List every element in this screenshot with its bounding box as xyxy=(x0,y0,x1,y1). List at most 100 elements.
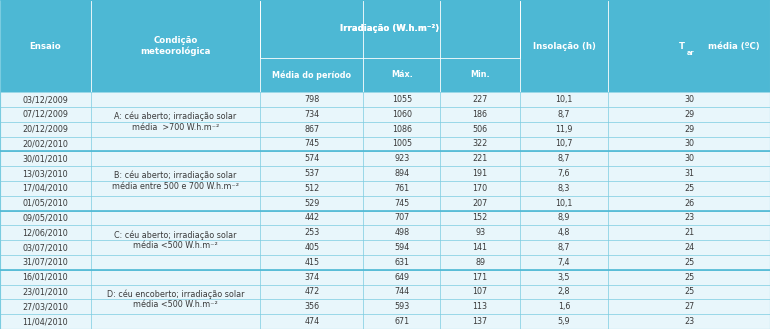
Text: 107: 107 xyxy=(473,288,487,296)
Text: 374: 374 xyxy=(304,273,320,282)
Text: Ensaio: Ensaio xyxy=(29,41,62,51)
Text: 442: 442 xyxy=(304,214,320,222)
Bar xyxy=(0,299,770,314)
Bar xyxy=(0,0,770,92)
Text: 649: 649 xyxy=(394,273,410,282)
Text: 27: 27 xyxy=(684,302,695,311)
Bar xyxy=(0,137,770,151)
Text: 21: 21 xyxy=(684,228,695,237)
Text: 11,9: 11,9 xyxy=(555,125,573,134)
Text: 29: 29 xyxy=(684,110,695,119)
Text: 23: 23 xyxy=(684,214,695,222)
Text: 415: 415 xyxy=(304,258,320,267)
Text: 923: 923 xyxy=(394,154,410,163)
Text: 745: 745 xyxy=(394,199,410,208)
Text: 8,7: 8,7 xyxy=(557,110,571,119)
Text: 4,8: 4,8 xyxy=(557,228,571,237)
Text: 29: 29 xyxy=(684,125,695,134)
Text: A: céu aberto; irradiação solar
média  >700 W.h.m⁻²: A: céu aberto; irradiação solar média >7… xyxy=(115,112,236,132)
Text: 20/12/2009: 20/12/2009 xyxy=(22,125,69,134)
Bar xyxy=(0,314,770,329)
Text: 23/01/2010: 23/01/2010 xyxy=(22,288,69,296)
Text: 761: 761 xyxy=(394,184,410,193)
Text: 25: 25 xyxy=(684,258,695,267)
Text: 16/01/2010: 16/01/2010 xyxy=(22,273,69,282)
Text: 5,9: 5,9 xyxy=(557,317,571,326)
Text: Condição
meteorológica: Condição meteorológica xyxy=(140,36,211,56)
Text: 27/03/2010: 27/03/2010 xyxy=(22,302,69,311)
Text: 574: 574 xyxy=(304,154,320,163)
Text: 7,4: 7,4 xyxy=(557,258,571,267)
Bar xyxy=(0,92,770,107)
Text: Máx.: Máx. xyxy=(391,70,413,79)
Text: 24: 24 xyxy=(684,243,695,252)
Text: 322: 322 xyxy=(473,139,487,148)
Text: 10,1: 10,1 xyxy=(555,95,573,104)
Text: 13/03/2010: 13/03/2010 xyxy=(22,169,69,178)
Text: 03/12/2009: 03/12/2009 xyxy=(22,95,69,104)
Text: 744: 744 xyxy=(394,288,410,296)
Text: 405: 405 xyxy=(304,243,320,252)
Text: 707: 707 xyxy=(394,214,410,222)
Bar xyxy=(0,285,770,299)
Bar xyxy=(0,270,770,285)
Bar xyxy=(0,240,770,255)
Text: 10,7: 10,7 xyxy=(555,139,573,148)
Text: 894: 894 xyxy=(394,169,410,178)
Text: 8,7: 8,7 xyxy=(557,243,571,252)
Text: 186: 186 xyxy=(473,110,487,119)
Text: 529: 529 xyxy=(304,199,320,208)
Text: 17/04/2010: 17/04/2010 xyxy=(22,184,69,193)
Text: D: céu encoberto; irradiação solar
média <500 W.h.m⁻²: D: céu encoberto; irradiação solar média… xyxy=(107,290,244,309)
Bar xyxy=(0,181,770,196)
Text: 113: 113 xyxy=(473,302,487,311)
Text: 141: 141 xyxy=(473,243,487,252)
Text: 594: 594 xyxy=(394,243,410,252)
Bar xyxy=(0,107,770,122)
Text: 191: 191 xyxy=(473,169,487,178)
Text: 89: 89 xyxy=(475,258,485,267)
Text: 8,3: 8,3 xyxy=(557,184,571,193)
Text: 506: 506 xyxy=(473,125,487,134)
Text: 472: 472 xyxy=(304,288,320,296)
Text: 23: 23 xyxy=(684,317,695,326)
Text: Irradiação (W.h.m⁻²): Irradiação (W.h.m⁻²) xyxy=(340,24,440,33)
Text: 734: 734 xyxy=(304,110,320,119)
Text: 25: 25 xyxy=(684,184,695,193)
Bar xyxy=(0,151,770,166)
Text: 31: 31 xyxy=(685,169,694,178)
Text: 1,6: 1,6 xyxy=(557,302,571,311)
Text: T: T xyxy=(679,41,685,51)
Text: 171: 171 xyxy=(473,273,487,282)
Text: 10,1: 10,1 xyxy=(555,199,573,208)
Text: 01/05/2010: 01/05/2010 xyxy=(22,199,69,208)
Text: 593: 593 xyxy=(394,302,410,311)
Text: 2,8: 2,8 xyxy=(557,288,571,296)
Text: 09/05/2010: 09/05/2010 xyxy=(22,214,69,222)
Bar xyxy=(0,196,770,211)
Text: 1060: 1060 xyxy=(392,110,412,119)
Text: 30: 30 xyxy=(685,95,694,104)
Text: 498: 498 xyxy=(394,228,410,237)
Text: B: céu aberto; irradiação solar
média entre 500 e 700 W.h.m⁻²: B: céu aberto; irradiação solar média en… xyxy=(112,171,239,191)
Bar xyxy=(0,211,770,225)
Text: 671: 671 xyxy=(394,317,410,326)
Text: 30: 30 xyxy=(685,154,694,163)
Text: 137: 137 xyxy=(473,317,487,326)
Text: 31/07/2010: 31/07/2010 xyxy=(22,258,69,267)
Bar xyxy=(0,166,770,181)
Text: 03/07/2010: 03/07/2010 xyxy=(22,243,69,252)
Text: 867: 867 xyxy=(304,125,320,134)
Text: 25: 25 xyxy=(684,273,695,282)
Text: 07/12/2009: 07/12/2009 xyxy=(22,110,69,119)
Text: 3,5: 3,5 xyxy=(557,273,571,282)
Text: 227: 227 xyxy=(473,95,487,104)
Text: 30/01/2010: 30/01/2010 xyxy=(22,154,69,163)
Text: 20/02/2010: 20/02/2010 xyxy=(22,139,69,148)
Bar xyxy=(260,0,520,58)
Text: 207: 207 xyxy=(473,199,487,208)
Text: 512: 512 xyxy=(304,184,320,193)
Bar xyxy=(0,122,770,137)
Text: 253: 253 xyxy=(304,228,320,237)
Text: 1086: 1086 xyxy=(392,125,412,134)
